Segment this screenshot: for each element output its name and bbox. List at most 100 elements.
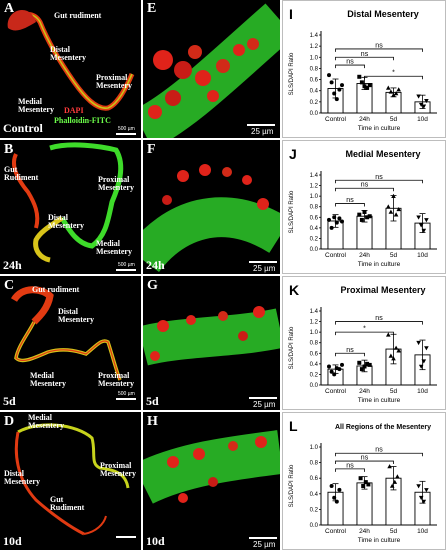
chart-significance-label: * (363, 326, 366, 333)
panel-d-corner-label: 10d (3, 534, 22, 548)
chart-point (424, 488, 429, 493)
chart-point (334, 220, 339, 225)
chart-point (367, 362, 372, 367)
panel-a-scalebar (116, 133, 136, 135)
chart-point (340, 219, 344, 224)
chart-x-tick-label: 5d (390, 116, 398, 123)
chart-point (334, 499, 339, 504)
chart-y-tick-label: 0.4 (310, 226, 319, 232)
chart-y-tick-label: 0.6 (310, 351, 319, 357)
chart-y-tick-label: 1.2 (310, 320, 319, 326)
chart-y-tick-label: 0.6 (310, 215, 319, 221)
chart-point (357, 74, 362, 79)
panel-d-gut-label: Gut Rudiment (50, 495, 85, 512)
chart-point (365, 85, 370, 90)
chart-point (386, 204, 391, 209)
chart-point (416, 215, 421, 220)
chart-point (418, 364, 424, 369)
chart-point (358, 476, 363, 481)
chart-point (416, 94, 421, 99)
chart-point (361, 484, 366, 488)
panel-d-distal-label: Distal Mesentery (4, 469, 40, 486)
panel-c: C Gut rudiment Distal Mesentery Medial M… (0, 276, 141, 410)
chart-point (416, 340, 421, 346)
panel-b-gut-label: Gut Rudiment (4, 165, 39, 182)
chart-point (396, 206, 401, 212)
panel-c-letter: C (4, 278, 15, 293)
chart-panel-letter: K (289, 282, 299, 298)
panel-d: D Medial Mesentery Proximal Mesentery Di… (0, 412, 141, 550)
chart-x-tick-label: 10d (417, 252, 428, 259)
chart-j: J Medial Mesentery 0.0 0.2 0.4 0.6 0.8 1.0 1.2 1.… (282, 140, 446, 274)
panel-g-letter: G (147, 278, 158, 293)
panel-d-proximal-label: Proximal Mesentery (100, 461, 136, 478)
chart-point (395, 474, 400, 479)
chart-significance-label: ns (361, 455, 369, 462)
chart-y-tick-label: 0.0 (310, 383, 319, 389)
chart-point (421, 228, 427, 233)
chart-y-tick-label: 1.0 (310, 330, 319, 336)
chart-panel-letter: L (289, 418, 298, 434)
panel-d-image (14, 423, 130, 536)
panel-a-letter: A (4, 1, 15, 16)
chart-x-tick-label: 5d (390, 252, 398, 259)
panel-a-legend-phalloidin: Phalloidin-FITC (54, 116, 111, 125)
chart-j-svg: J Medial Mesentery 0.0 0.2 0.4 0.6 0.8 1.0 1.2 1.… (289, 146, 437, 268)
chart-point (387, 464, 392, 469)
panel-h-corner-label: 10d (146, 534, 165, 548)
chart-y-tick-label: 1.4 (310, 173, 319, 179)
panel-b-proximal-label: Proximal Mesentery (98, 175, 134, 192)
chart-significance-bracket (335, 452, 423, 457)
panel-b-corner-label: 24h (3, 258, 22, 272)
panel-d-scalebar (116, 536, 136, 538)
chart-point (393, 345, 399, 350)
panel-a-legend-dapi: DAPI (64, 106, 84, 115)
chart-x-label: Time in culture (358, 125, 401, 132)
chart-y-tick-label: 0.8 (310, 341, 319, 347)
chart-point (388, 353, 394, 358)
chart-significance-bracket (335, 468, 365, 472)
panel-b-image (11, 142, 124, 263)
chart-point (386, 332, 391, 337)
chart-point (391, 193, 396, 198)
panel-a: A Gut rudiment Distal Mesentery Proximal… (0, 0, 141, 138)
panel-f-scalebar-text: 25 µm (253, 264, 276, 273)
chart-point (332, 495, 337, 500)
chart-y-tick-label: 0.8 (310, 205, 319, 211)
chart-significance-label: ns (375, 447, 383, 454)
chart-x-label: Time in culture (358, 397, 401, 404)
chart-x-tick-label: 24h (359, 116, 370, 123)
chart-y-tick-label: 0.0 (310, 111, 319, 117)
chart-x-tick-label: 5d (390, 528, 398, 535)
panel-c-gut-label: Gut rudiment (32, 285, 80, 294)
panel-h-letter: H (147, 414, 158, 429)
chart-y-label: SLS/DAPI Ratio (289, 52, 295, 95)
chart-y-label: SLS/DAPI Ratio (289, 464, 295, 507)
panel-a-image (7, 10, 135, 111)
chart-x-label: Time in culture (358, 261, 401, 268)
panel-h-image (143, 430, 280, 504)
chart-significance-label: ns (361, 182, 369, 189)
chart-y-tick-label: 0.6 (310, 78, 319, 84)
chart-point (367, 214, 372, 219)
chart-point (416, 484, 421, 489)
chart-title: Distal Mesentery (347, 9, 419, 19)
panel-b: B Gut Rudiment Proximal Mesentery Distal… (0, 140, 141, 274)
panel-e: E 25 µm (143, 0, 280, 138)
chart-point (424, 218, 429, 223)
panel-c-distal-label: Distal Mesentery (58, 307, 94, 324)
chart-x-tick-label: 24h (359, 388, 370, 395)
chart-point (329, 484, 334, 488)
chart-y-tick-label: 0.0 (310, 523, 319, 529)
chart-y-tick-label: 1.2 (310, 184, 319, 190)
chart-point (424, 98, 429, 104)
chart-point (421, 359, 427, 364)
panel-a-medial-label: Medial Mesentery (18, 97, 54, 114)
chart-i-svg: I Distal Mesentery 0.0 0.2 0.4 0.6 0.8 1.0 1.2 1.… (289, 6, 437, 132)
chart-y-tick-label: 1.2 (310, 44, 319, 50)
chart-point (393, 91, 399, 96)
chart-point (367, 83, 372, 88)
chart-y-tick-label: 0.4 (310, 492, 319, 498)
chart-title: Medial Mesentery (345, 149, 420, 159)
chart-significance-bracket (335, 56, 394, 61)
